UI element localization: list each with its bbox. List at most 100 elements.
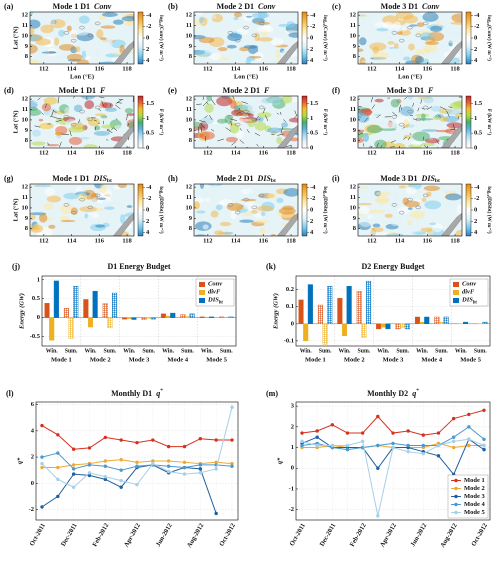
flux-arrow (115, 99, 122, 104)
field-patch (76, 59, 90, 64)
flux-arrow (59, 141, 62, 148)
plot-frame (295, 275, 491, 347)
group-label: Mode 5 (460, 356, 482, 363)
field-patch (194, 126, 202, 131)
title-variable: F (263, 86, 270, 95)
point (166, 469, 171, 474)
field-patch (235, 203, 241, 207)
point (198, 467, 203, 471)
field-patch (125, 27, 134, 34)
field-patch (46, 143, 60, 147)
field-patch (194, 201, 200, 210)
point (166, 444, 171, 449)
point (451, 416, 456, 421)
field-patch (226, 44, 237, 49)
reef (422, 21, 429, 26)
field-patch (262, 215, 277, 218)
group-label: Mode 1 (51, 356, 72, 363)
title-variable: F (427, 86, 434, 95)
field-patch (366, 125, 383, 134)
flux-arrow (34, 125, 41, 128)
y-tick-label: 3 (291, 403, 295, 410)
title-superscript: * (416, 388, 419, 394)
legend-entry: Mode 5 (464, 509, 486, 516)
x-axis-label: Lon (°E) (234, 73, 258, 80)
field-patch (225, 136, 238, 143)
y-tick-label: 12 (22, 12, 29, 19)
field-patch (429, 222, 437, 225)
reef (391, 203, 398, 207)
field-patch (72, 198, 78, 201)
field-patch (371, 227, 384, 233)
map-area (30, 96, 134, 148)
bar (189, 313, 195, 318)
colorbar (301, 95, 308, 149)
colorbar-tick-label: 0 (310, 144, 313, 151)
field-patch (400, 106, 414, 116)
y-tick-label: 11 (186, 106, 192, 113)
panel-label: (g) (4, 174, 14, 183)
x-tick-label: 118 (450, 65, 460, 72)
field-patch (415, 48, 430, 55)
title-text: Mode 3 D1 (387, 86, 424, 95)
flux-arrow (94, 126, 97, 131)
colorbar-tick-label: 0.5 (146, 130, 155, 137)
y-tick-label: 10 (186, 116, 193, 123)
flux-arrow (239, 139, 245, 144)
field-patch (410, 227, 416, 236)
point (482, 437, 486, 441)
field-patch (451, 13, 462, 23)
chart-title: Mode 1 D1 DISbt (52, 174, 112, 184)
x-tick-label: 112 (367, 65, 376, 72)
field-patch (288, 32, 298, 38)
colorbar-label: log₁₀(Conv) (W m⁻²) (322, 15, 329, 61)
field-patch (395, 116, 411, 126)
bar (180, 314, 186, 318)
colorbar-label: F (kW m⁻¹) (486, 109, 493, 135)
field-patch (199, 184, 205, 189)
x-tick-label: 112 (367, 149, 376, 156)
point (436, 431, 441, 435)
colorbar-tick-label: -4 (310, 184, 316, 191)
x-tick-label: Win. (201, 348, 214, 354)
field-patch (71, 122, 85, 130)
flux-arrow (98, 108, 102, 112)
field-patch (30, 27, 35, 35)
field-patch (276, 197, 284, 204)
colorbar-tick-label: -2 (146, 23, 151, 30)
y-tick-label: 10 (350, 32, 357, 39)
field-patch (420, 32, 434, 41)
field-patch (367, 215, 373, 219)
reef (407, 25, 413, 30)
colorbar-tick-label: 0 (474, 206, 477, 213)
panel-label: (l) (6, 389, 14, 398)
field-patch (376, 28, 389, 32)
field-patch (205, 197, 210, 202)
field-patch (95, 207, 104, 212)
x-tick-label: 112 (203, 65, 212, 72)
field-patch (407, 96, 413, 100)
flux-arrow (246, 113, 251, 115)
legend-marker (454, 486, 458, 491)
y-tick-label: 10 (350, 116, 357, 123)
field-patch (243, 212, 253, 217)
group-label: Mode 1 (305, 356, 326, 363)
flux-arrow (417, 107, 420, 112)
field-patch (376, 195, 389, 205)
point (182, 460, 187, 465)
flux-arrow (200, 123, 205, 129)
field-patch (217, 47, 228, 52)
point (451, 435, 456, 439)
x-tick-label: 112 (203, 149, 212, 156)
reef (415, 117, 422, 122)
colorbar-tick-label: 1.5 (310, 100, 319, 107)
flux-arrow (380, 145, 383, 148)
bar (141, 317, 147, 320)
title-text: Monthly D1 (111, 389, 152, 398)
bar (126, 317, 132, 319)
point (119, 457, 123, 462)
point (56, 494, 60, 499)
flux-arrow (54, 117, 62, 120)
title-text: Mode 1 D1 (59, 86, 96, 95)
field-patch (87, 214, 94, 224)
